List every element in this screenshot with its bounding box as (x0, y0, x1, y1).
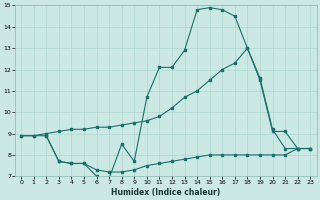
X-axis label: Humidex (Indice chaleur): Humidex (Indice chaleur) (111, 188, 220, 197)
